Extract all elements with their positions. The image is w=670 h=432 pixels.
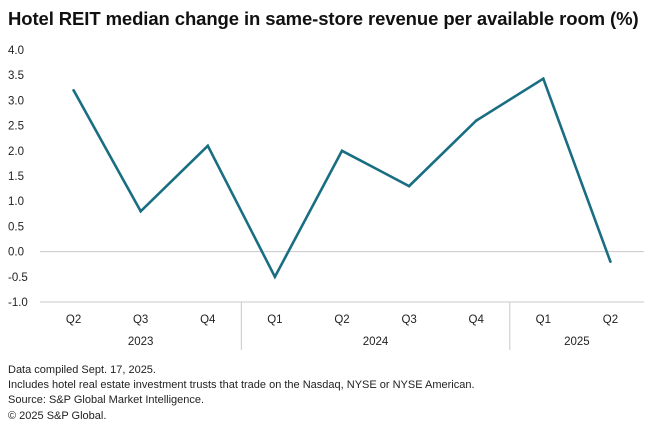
y-tick-label: 1.5 (8, 171, 24, 183)
data-point (542, 77, 545, 81)
line-chart: 4.0 3.5 3.0 2.5 2.0 1.5 1.0 0.5 0.0 -0.5 -1.0 Q2 Q3… (8, 45, 644, 350)
y-axis-ticks: 4.0 3.5 3.0 2.5 2.0 1.5 1.0 0.5 0.0 -0.5 -1.0 (8, 45, 28, 309)
data-point (340, 149, 344, 153)
x-tick-label: Q4 (200, 314, 216, 326)
y-tick-label: -0.5 (8, 272, 28, 284)
x-tick-label: Q4 (469, 314, 485, 326)
x-tick-label: Q2 (603, 314, 618, 326)
note-includes: Includes hotel real estate investment tr… (8, 379, 475, 392)
data-point (139, 209, 142, 213)
series-line (72, 76, 612, 280)
y-tick-label: 2.0 (8, 146, 24, 158)
y-tick-label: 0.5 (8, 221, 24, 233)
data-point (407, 184, 411, 188)
note-source: Source: S&P Global Market Intelligence. (8, 394, 205, 407)
x-tick-label: Q1 (267, 314, 282, 326)
y-tick-label: 2.5 (8, 121, 24, 133)
y-tick-label: 1.0 (8, 196, 24, 208)
x-group-label: 2025 (564, 336, 590, 348)
y-tick-label: 3.5 (8, 70, 24, 82)
y-tick-label: 4.0 (8, 45, 24, 57)
chart-title: Hotel REIT median change in same-store r… (8, 8, 639, 29)
data-point (609, 260, 612, 263)
x-tick-label: Q3 (133, 314, 148, 326)
x-tick-label: Q2 (334, 314, 349, 326)
note-compiled: Data compiled Sept. 17, 2025. (8, 364, 156, 376)
x-tick-label: Q2 (66, 314, 81, 326)
x-group-label: 2024 (363, 336, 389, 348)
footnotes: Data compiled Sept. 17, 2025. Includes h… (8, 363, 475, 424)
note-copyright: © 2025 S&P Global. (8, 409, 107, 422)
x-tick-label: Q1 (536, 314, 551, 326)
x-group-label: 2023 (128, 336, 154, 348)
y-tick-label: -1.0 (8, 297, 28, 309)
x-axis: Q2 Q3 Q4 Q1 Q2 Q3 Q4 Q1 Q2 2023 2024 2025 (40, 251, 644, 350)
y-tick-label: 0.0 (8, 247, 24, 259)
data-point (474, 119, 478, 122)
data-point (72, 89, 75, 92)
data-point (206, 144, 210, 148)
x-tick-label: Q3 (401, 314, 416, 326)
data-point (273, 275, 277, 279)
y-tick-label: 3.0 (8, 95, 24, 107)
series-layer (72, 76, 612, 280)
